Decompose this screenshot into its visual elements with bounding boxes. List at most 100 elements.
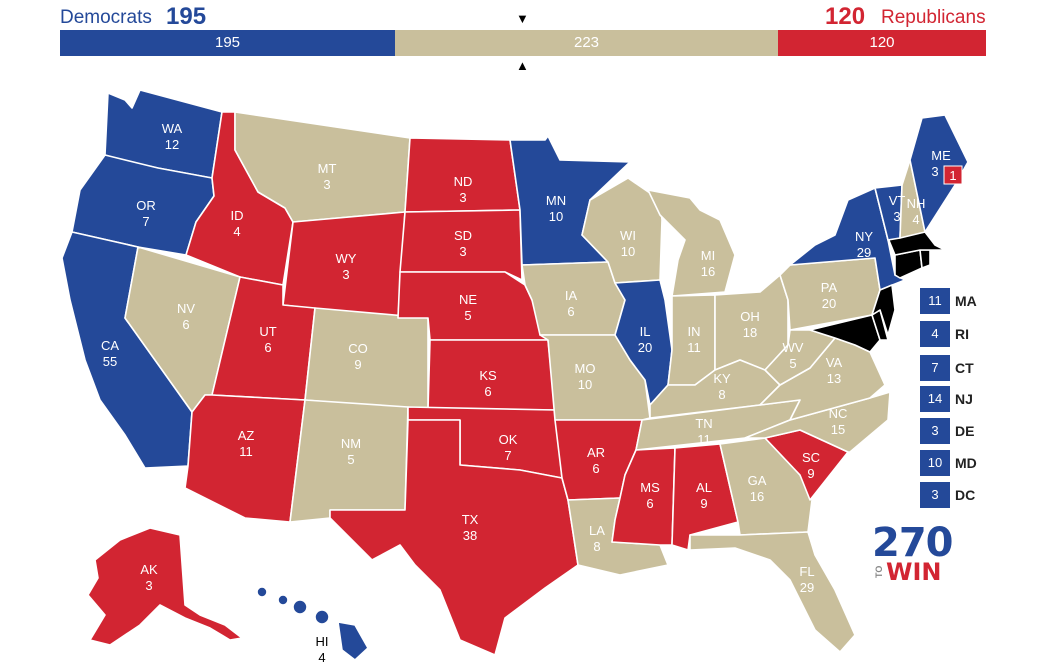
state-ev-ky: 8 <box>718 387 725 402</box>
maine-split-ev: 1 <box>949 168 956 183</box>
state-ev-ar: 6 <box>592 461 599 476</box>
state-label-nd: ND <box>454 174 473 189</box>
state-ev-id: 4 <box>233 224 240 239</box>
state-sd[interactable] <box>399 209 523 281</box>
triangle-down-icon: ▼ <box>516 11 529 26</box>
state-label-ut: UT <box>259 324 276 339</box>
state-label-il: IL <box>640 324 651 339</box>
state-label-ar: AR <box>587 445 605 460</box>
state-hi[interactable] <box>256 586 369 661</box>
state-nj[interactable] <box>871 284 896 336</box>
legend-state-abbr: CT <box>955 360 974 376</box>
state-mi[interactable] <box>647 189 736 297</box>
state-ev-mn: 10 <box>549 209 563 224</box>
state-ev-wv: 5 <box>789 356 796 371</box>
state-label-wv: WV <box>783 340 804 355</box>
state-ev-nh: 4 <box>912 212 919 227</box>
state-ev-ga: 16 <box>750 489 764 504</box>
state-ev-tn: 11 <box>697 432 711 447</box>
state-ev-or: 7 <box>142 214 149 229</box>
legend-item-ct[interactable]: 7 CT <box>920 355 1030 381</box>
state-ev-mi: 16 <box>701 264 715 279</box>
state-ev-hi: 4 <box>318 650 325 665</box>
legend-item-dc[interactable]: 3 DC <box>920 482 1030 508</box>
state-ak[interactable] <box>87 527 243 646</box>
legend-state-abbr: MD <box>955 455 977 471</box>
democrats-label: Democrats <box>60 7 152 28</box>
legend-item-nj[interactable]: 14 NJ <box>920 386 1030 412</box>
republicans-label: Republicans <box>881 7 986 28</box>
state-label-co: CO <box>348 341 368 356</box>
state-label-ne: NE <box>459 292 477 307</box>
republicans-total: 120 <box>825 3 866 30</box>
state-ev-ok: 7 <box>504 448 511 463</box>
270towin-logo[interactable]: 270 TO WIN <box>872 520 953 586</box>
state-ev-nv: 6 <box>182 317 189 332</box>
state-label-tx: TX <box>462 512 479 527</box>
state-label-oh: OH <box>740 309 760 324</box>
state-label-hi: HI <box>316 634 329 649</box>
maine-split-district <box>943 165 963 185</box>
state-label-ky: KY <box>713 371 731 386</box>
legend-item-ri[interactable]: 4 RI <box>920 321 1030 347</box>
state-label-wy: WY <box>336 251 357 266</box>
state-label-ca: CA <box>101 338 119 353</box>
legend-ev-box: 7 <box>920 355 950 381</box>
state-label-ms: MS <box>640 480 660 495</box>
legend-state-abbr: DE <box>955 423 975 439</box>
state-fl[interactable] <box>689 531 856 653</box>
state-ev-ne: 5 <box>464 308 471 323</box>
state-ev-mt: 3 <box>323 177 330 192</box>
legend-item-md[interactable]: 10 MD <box>920 450 1030 476</box>
state-tx[interactable] <box>329 419 579 656</box>
legend-state-abbr: RI <box>955 326 969 342</box>
state-label-ak: AK <box>140 562 158 577</box>
rep-bar-segment: 120 <box>778 30 986 56</box>
state-label-nv: NV <box>177 301 195 316</box>
state-label-tn: TN <box>695 416 712 431</box>
state-label-ga: GA <box>748 473 767 488</box>
state-me[interactable] <box>909 114 969 233</box>
legend-item-de[interactable]: 3 DE <box>920 418 1030 444</box>
state-ev-ak: 3 <box>145 578 152 593</box>
state-ev-ny: 29 <box>857 245 871 260</box>
state-ev-al: 9 <box>700 496 707 511</box>
state-label-me: ME <box>931 148 951 163</box>
state-ev-ms: 6 <box>646 496 653 511</box>
state-ev-az: 11 <box>239 444 253 459</box>
state-label-nh: NH <box>907 196 926 211</box>
state-ev-oh: 18 <box>743 325 757 340</box>
legend-state-abbr: NJ <box>955 391 973 407</box>
state-ev-fl: 29 <box>800 580 814 595</box>
state-label-ia: IA <box>565 288 578 303</box>
state-label-pa: PA <box>821 280 838 295</box>
state-label-mn: MN <box>546 193 566 208</box>
triangle-up-icon: ▲ <box>516 58 529 73</box>
democrats-total: 195 <box>166 3 207 30</box>
state-ev-ca: 55 <box>103 354 117 369</box>
state-ev-ks: 6 <box>484 384 491 399</box>
state-ev-sd: 3 <box>459 244 466 259</box>
state-label-or: OR <box>136 198 156 213</box>
state-label-fl: FL <box>799 564 814 579</box>
legend-state-abbr: MA <box>955 293 977 309</box>
state-ev-wy: 3 <box>342 267 349 282</box>
state-ri[interactable] <box>919 249 931 269</box>
state-label-nc: NC <box>829 406 848 421</box>
state-label-wi: WI <box>620 228 636 243</box>
state-label-la: LA <box>589 523 605 538</box>
state-label-nm: NM <box>341 436 361 451</box>
state-ev-wi: 10 <box>621 244 635 259</box>
state-label-al: AL <box>696 480 712 495</box>
legend-ev-box: 14 <box>920 386 950 412</box>
state-label-in: IN <box>688 324 701 339</box>
state-ev-nm: 5 <box>347 452 354 467</box>
state-co[interactable] <box>304 307 429 411</box>
legend-ev-box: 11 <box>920 288 950 314</box>
legend-item-ma[interactable]: 11 MA <box>920 288 1030 314</box>
state-label-vt: VT <box>889 193 906 208</box>
state-label-mo: MO <box>575 361 596 376</box>
state-label-ks: KS <box>479 368 497 383</box>
state-ev-pa: 20 <box>822 296 836 311</box>
